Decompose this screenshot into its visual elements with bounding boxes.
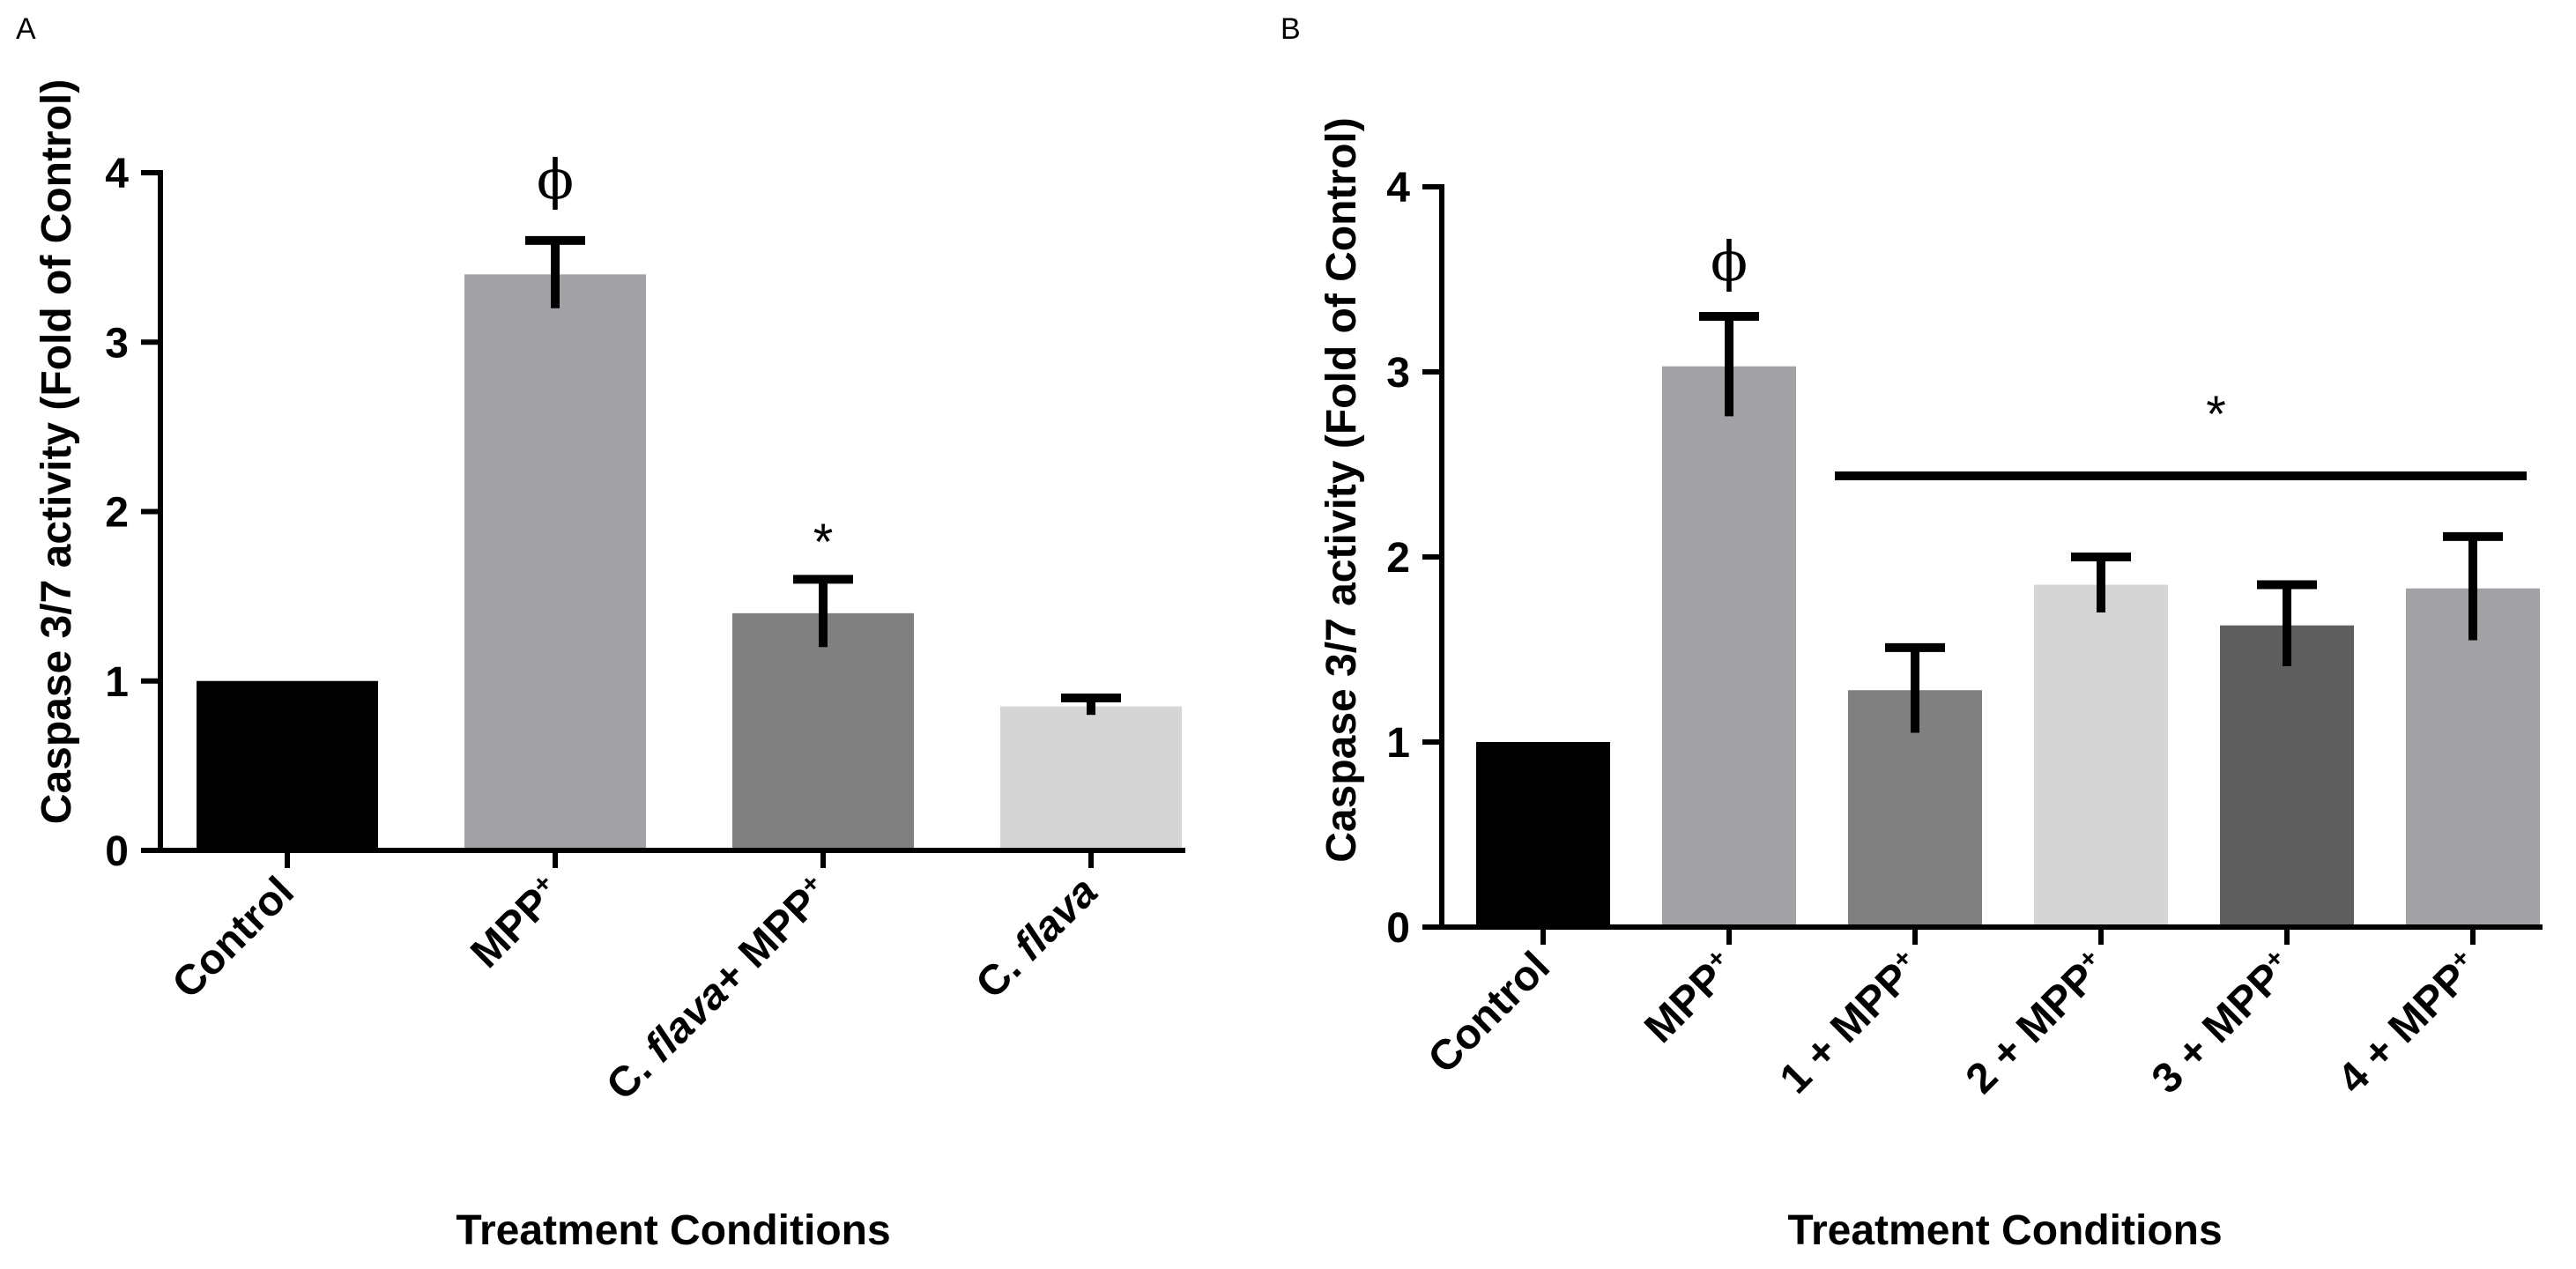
panel-a-category-label-3: C. flava+ MPP+	[598, 868, 839, 1109]
panel-a-ytick-label-1: 1	[105, 659, 129, 706]
panel-a-phi-marker: ϕ	[537, 147, 574, 212]
panel-b-category-label-4: 2 + MPP+	[1956, 943, 2116, 1102]
panel-b-phi-marker: ϕ	[1711, 229, 1748, 293]
panel-a-error-bar-3	[793, 575, 853, 648]
panel-a-category-label-1: Control	[164, 868, 303, 1007]
panel-a-significance-star: *	[813, 514, 834, 571]
panel-b-category-label-1: Control	[1420, 943, 1559, 1082]
panel-b-error-bar-2	[1699, 312, 1759, 417]
panel-a-ytick-label-4: 4	[105, 151, 129, 197]
panel-b-letter: B	[1281, 12, 1301, 46]
panel-b-category-label-6: 4 + MPP+	[2328, 943, 2488, 1102]
panel-b-ytick-label-0: 0	[1386, 905, 1410, 952]
panel-a-bar-4	[1000, 706, 1182, 850]
panel-b-bar-4	[2034, 584, 2168, 927]
panel-a-x-axis-title: Treatment Conditions	[456, 1207, 890, 1254]
panel-a-bar-3	[732, 612, 914, 850]
panel-b-bar-2	[1662, 366, 1796, 927]
panel-a-error-bar-4	[1061, 693, 1121, 716]
panel-a: A 0 1 2 3 4 Control MPP+C. flava+ MPP+ C. flava C…	[16, 12, 1185, 1254]
panel-b-bar-5	[2220, 625, 2354, 927]
panel-a-ytick-label-3: 3	[105, 320, 129, 367]
panel-b-bar-1	[1476, 742, 1610, 927]
panel-b-group-significance-star: *	[2206, 386, 2226, 443]
panel-b-ytick-label-2: 2	[1386, 535, 1410, 582]
panel-a-bar-1	[197, 680, 378, 850]
panel-b-bar-6	[2406, 588, 2540, 927]
panel-b-error-bar-5	[2257, 580, 2317, 666]
panel-a-category-label-4: C. flava	[968, 868, 1107, 1007]
panel-a-ytick-label-2: 2	[105, 490, 129, 537]
panel-a-error-bar-2	[525, 235, 585, 308]
panel-a-category-label-2: MPP+	[462, 868, 571, 977]
panel-a-letter: A	[16, 12, 36, 46]
panel-b-category-label-2: MPP+	[1636, 943, 1745, 1052]
panel-a-ytick-label-0: 0	[105, 828, 129, 875]
panel-b-ytick-label-4: 4	[1386, 165, 1410, 212]
panel-a-bar-2	[464, 274, 646, 851]
panel-b-y-axis-title: Caspase 3/7 activity (Fold of Control)	[1318, 117, 1365, 862]
panel-b-category-label-5: 3 + MPP+	[2142, 943, 2302, 1102]
panel-b-error-bar-3	[1885, 642, 1945, 733]
panel-b-error-bar-4	[2071, 553, 2131, 612]
panel-b-x-axis-title: Treatment Conditions	[1787, 1207, 2222, 1254]
panel-a-y-axis-title: Caspase 3/7 activity (Fold of Control)	[33, 79, 80, 824]
panel-b-ytick-label-1: 1	[1386, 720, 1410, 767]
panel-b-error-bar-6	[2443, 531, 2503, 641]
panel-b-category-label-3: 1 + MPP+	[1771, 943, 1930, 1102]
panel-b-ytick-label-3: 3	[1386, 350, 1410, 397]
panel-b: B 0 1 2 3 4 Control MPP+ 1 + MPP+ 2 + MPP+ 3 + MPP…	[1281, 12, 2543, 1254]
